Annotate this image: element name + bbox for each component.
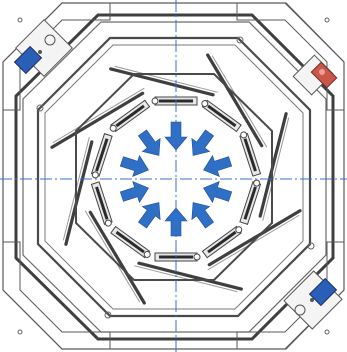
linkage-bars-edge [52,55,300,303]
mounting-holes [17,17,330,335]
inward-arrow [119,180,149,204]
inward-arrow [164,207,188,237]
inward-arrow [164,121,188,151]
inward-arrow [137,129,161,156]
linkage-bar [50,91,145,149]
inward-arrow [203,180,233,204]
blade-holder [239,131,262,177]
inward-arrow [191,129,215,156]
actuator-bottom-right [283,270,343,330]
inward-arrow [137,202,161,229]
pivot-pin [235,226,243,234]
blade-holder [154,252,201,262]
linkage-bar-edge [262,117,290,221]
blade-holder [201,99,242,133]
blade-holder [90,181,113,227]
inward-arrows [119,121,233,237]
blade-holder [90,133,113,179]
linkage-bar [258,112,288,218]
actuator-top-right [292,54,338,96]
linkage-bar-edge [52,87,145,143]
inward-arrow [119,154,149,178]
linkage-bar-edge [84,210,140,303]
blade-slot [95,138,109,172]
inward-arrow [191,202,215,229]
pivot-pin [91,171,99,179]
linkage-bar-edge [114,65,218,93]
linkage-bar [206,53,264,148]
blade-slot [115,104,145,128]
pivot-pin [253,179,261,187]
linkage-bar-edge [134,265,238,293]
linkage-bar [109,67,215,97]
pivot-pin [240,131,248,139]
blade-slot [95,186,109,220]
middle-frame [36,36,312,318]
linkage-bar [88,210,146,305]
pivot-pin [104,219,112,227]
linkage-bar [207,209,302,267]
linkage-bar-edge [212,55,268,148]
middle-frame-inner-edge [44,44,304,310]
blade-slot [243,186,257,220]
pivot-pin [109,124,117,132]
blade-slot [207,230,237,254]
blade-holder [201,225,243,259]
inward-arrow [203,154,233,178]
pivot-pin [201,100,209,108]
blade-holder [151,96,198,106]
blade-holder [110,225,151,259]
blade-slot [207,104,237,128]
outer-frame [14,13,335,341]
blade-slot [243,138,257,172]
actuator-top-left [13,19,73,77]
pivot-pin [143,250,151,258]
blade-holder [239,179,262,225]
blade-slot [115,230,145,254]
linkage-bar [137,261,243,291]
pivot-pin [151,97,159,105]
inner-ring [75,73,273,281]
blade-holder [109,99,151,133]
linkage-bar [64,140,94,246]
linkage-bars [50,53,302,305]
pivot-pin [193,253,201,261]
